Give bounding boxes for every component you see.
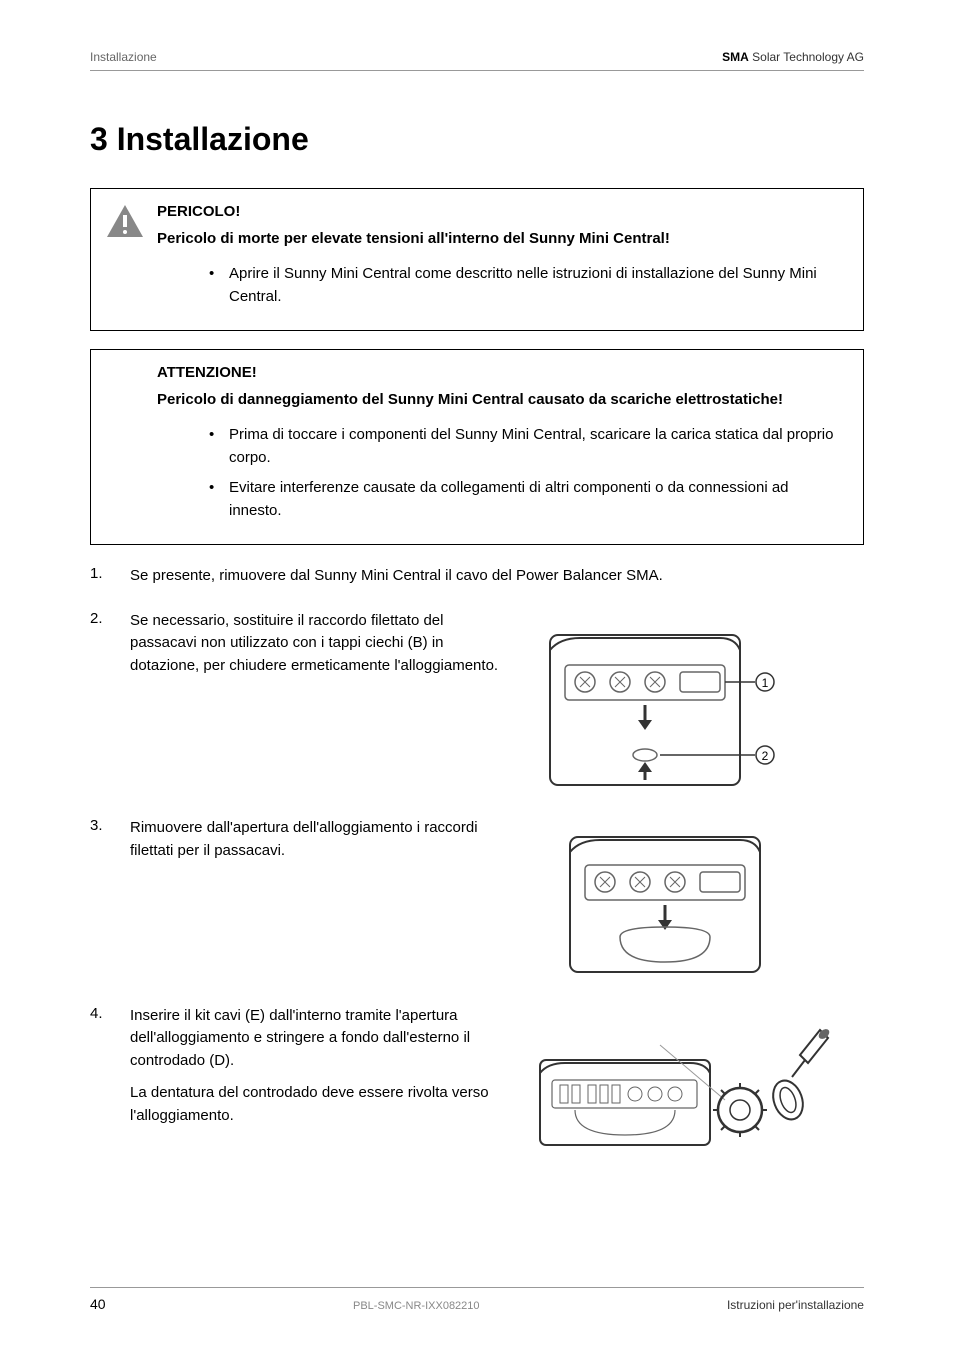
step-number: 2. <box>90 610 130 627</box>
danger-list: Aprire il Sunny Mini Central come descri… <box>209 263 845 308</box>
step-content: Se presente, rimuovere dal Sunny Mini Ce… <box>130 565 864 598</box>
step-number: 4. <box>90 1005 130 1022</box>
svg-text:2: 2 <box>762 749 769 763</box>
header-company: Solar Technology AG <box>749 50 864 64</box>
step-text: Se necessario, sostituire il raccordo fi… <box>130 610 510 678</box>
step-row: 2. Se necessario, sostituire il raccordo… <box>90 610 864 798</box>
attention-list-item: Evitare interferenze causate da collegam… <box>209 477 845 522</box>
footer-page-number: 40 <box>90 1296 106 1312</box>
warning-triangle-icon <box>105 203 145 239</box>
step-number: 1. <box>90 565 130 582</box>
danger-box: PERICOLO! Pericolo di morte per elevate … <box>90 188 864 331</box>
step-image: 1 2 <box>530 610 790 798</box>
header-right: SMA Solar Technology AG <box>722 50 864 64</box>
steps-container: 1. Se presente, rimuovere dal Sunny Mini… <box>90 565 864 1172</box>
step-content: Se necessario, sostituire il raccordo fi… <box>130 610 864 798</box>
step-image <box>530 1005 850 1173</box>
page-header: Installazione SMA Solar Technology AG <box>90 50 864 64</box>
footer-right: Istruzioni per'installazione <box>727 1298 864 1312</box>
step-row: 1. Se presente, rimuovere dal Sunny Mini… <box>90 565 864 598</box>
attention-list-item: Prima di toccare i componenti del Sunny … <box>209 424 845 469</box>
step-row: 3. Rimuovere dall'apertura dell'alloggia… <box>90 817 864 985</box>
step-text: Se presente, rimuovere dal Sunny Mini Ce… <box>130 565 864 588</box>
header-left: Installazione <box>90 50 157 64</box>
step-extra-text: La dentatura del controdado deve essere … <box>130 1082 510 1127</box>
step-content: Rimuovere dall'apertura dell'alloggiamen… <box>130 817 864 985</box>
footer-doc-code: PBL-SMC-NR-IXX082210 <box>353 1300 480 1312</box>
danger-header: PERICOLO! <box>157 203 845 220</box>
step-text: Rimuovere dall'apertura dell'alloggiamen… <box>130 817 510 862</box>
page-title: 3 Installazione <box>90 121 864 158</box>
svg-text:1: 1 <box>762 676 769 690</box>
step-content: Inserire il kit cavi (E) dall'interno tr… <box>130 1005 864 1173</box>
device-assembly-icon <box>530 1005 850 1165</box>
step-image <box>530 817 790 985</box>
header-divider <box>90 70 864 71</box>
attention-header: ATTENZIONE! <box>157 364 845 381</box>
page-footer: 40 PBL-SMC-NR-IXX082210 Istruzioni per'i… <box>90 1287 864 1312</box>
step-text: Inserire il kit cavi (E) dall'interno tr… <box>130 1005 510 1073</box>
device-diagram-icon: 1 2 <box>530 610 790 790</box>
danger-subheader: Pericolo di morte per elevate tensioni a… <box>157 228 845 249</box>
header-brand: SMA <box>722 50 749 64</box>
device-diagram-icon <box>530 817 790 977</box>
attention-subheader: Pericolo di danneggiamento del Sunny Min… <box>157 389 845 410</box>
danger-list-item: Aprire il Sunny Mini Central come descri… <box>209 263 845 308</box>
step-number: 3. <box>90 817 130 834</box>
attention-box: ATTENZIONE! Pericolo di danneggiamento d… <box>90 349 864 545</box>
attention-list: Prima di toccare i componenti del Sunny … <box>209 424 845 522</box>
step-row: 4. Inserire il kit cavi (E) dall'interno… <box>90 1005 864 1173</box>
